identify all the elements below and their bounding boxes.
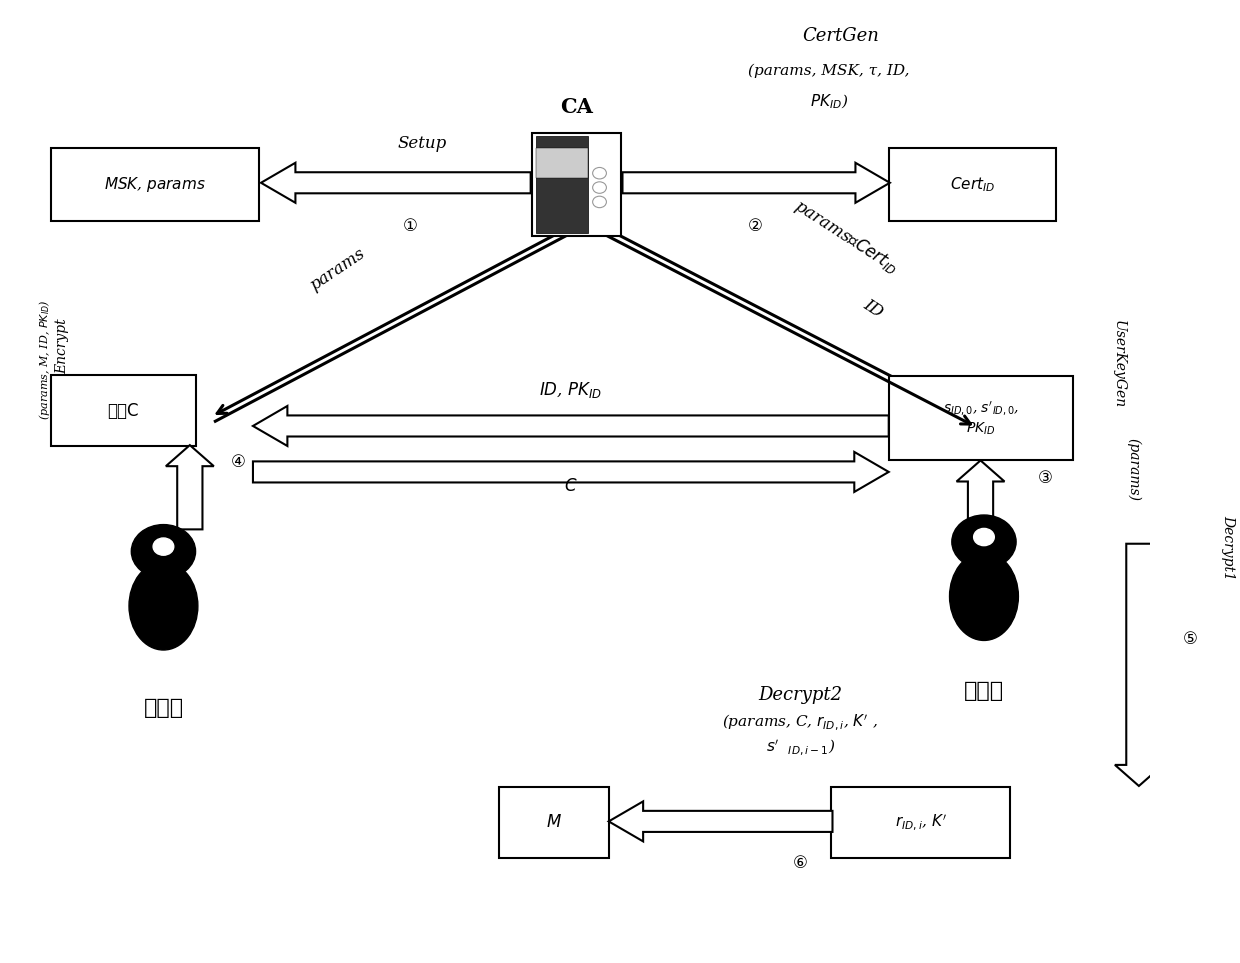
FancyBboxPatch shape [536, 148, 588, 178]
Text: $Cert_{ID}$: $Cert_{ID}$ [950, 175, 994, 194]
Ellipse shape [950, 553, 1018, 640]
Circle shape [593, 196, 606, 208]
Polygon shape [166, 445, 213, 530]
Text: UserKeyGen: UserKeyGen [1111, 320, 1125, 408]
Text: ⑥: ⑥ [792, 854, 807, 872]
Text: Setup: Setup [397, 136, 446, 152]
Circle shape [593, 168, 606, 179]
FancyBboxPatch shape [532, 134, 621, 236]
Text: 发送方: 发送方 [144, 698, 184, 718]
Text: (params, C, $r_{ID, i}$, $K'$ ,: (params, C, $r_{ID, i}$, $K'$ , [723, 713, 878, 732]
FancyBboxPatch shape [889, 148, 1056, 221]
Text: (params, MSK, τ, ID,: (params, MSK, τ, ID, [748, 64, 910, 78]
Text: $PK_{ID}$): $PK_{ID}$) [810, 92, 848, 111]
Text: $MSK$, $params$: $MSK$, $params$ [104, 175, 206, 195]
Circle shape [973, 529, 994, 546]
Text: ID: ID [859, 296, 885, 321]
Text: $r_{ID,i}$, $K'$: $r_{ID,i}$, $K'$ [895, 813, 947, 832]
Text: $ID$, $PK_{ID}$: $ID$, $PK_{ID}$ [539, 380, 603, 401]
Polygon shape [1115, 544, 1163, 786]
Text: ③: ③ [1038, 469, 1053, 487]
Text: ④: ④ [231, 454, 246, 471]
Text: $C$: $C$ [564, 478, 578, 495]
Circle shape [131, 525, 196, 578]
FancyBboxPatch shape [51, 376, 196, 446]
Text: (params, C, $s_{ID, i-1}$, $Cert_{ID}$): (params, C, $s_{ID, i-1}$, $Cert_{ID}$) [1236, 531, 1240, 680]
FancyBboxPatch shape [51, 148, 259, 221]
Polygon shape [609, 801, 832, 842]
Text: ①: ① [403, 217, 418, 235]
Text: CA: CA [560, 97, 593, 117]
Polygon shape [622, 163, 890, 203]
Circle shape [952, 515, 1016, 568]
Ellipse shape [129, 562, 198, 650]
FancyBboxPatch shape [889, 377, 1074, 460]
FancyBboxPatch shape [831, 787, 1011, 858]
Text: params，$Cert_{ID}$: params，$Cert_{ID}$ [790, 195, 903, 278]
Text: Decrypt1: Decrypt1 [1221, 515, 1235, 581]
Text: ②: ② [748, 217, 763, 235]
FancyBboxPatch shape [498, 787, 609, 858]
Text: params: params [308, 245, 368, 294]
Text: 密文C: 密文C [108, 402, 139, 420]
Circle shape [593, 182, 606, 194]
Text: $s'$  $_{ID, i-1}$): $s'$ $_{ID, i-1}$) [765, 738, 835, 757]
Circle shape [153, 538, 174, 556]
Text: $M$: $M$ [546, 814, 562, 831]
Text: (params, M, ID, $PK_{ID}$): (params, M, ID, $PK_{ID}$) [37, 299, 52, 421]
Text: Encrypt: Encrypt [56, 319, 69, 375]
Text: $s_{ID, 0}$, $s'_{ID, 0}$,
$PK_{ID}$: $s_{ID, 0}$, $s'_{ID, 0}$, $PK_{ID}$ [942, 400, 1019, 437]
Polygon shape [260, 163, 531, 203]
Polygon shape [956, 460, 1004, 530]
Polygon shape [253, 406, 889, 446]
Text: CertGen: CertGen [802, 27, 879, 45]
Polygon shape [253, 452, 889, 492]
Text: ⑤: ⑤ [1183, 630, 1198, 648]
Text: Decrypt2: Decrypt2 [759, 686, 842, 704]
Text: (params): (params) [1126, 438, 1141, 501]
FancyBboxPatch shape [536, 137, 588, 233]
Text: 接收方: 接收方 [963, 681, 1004, 701]
